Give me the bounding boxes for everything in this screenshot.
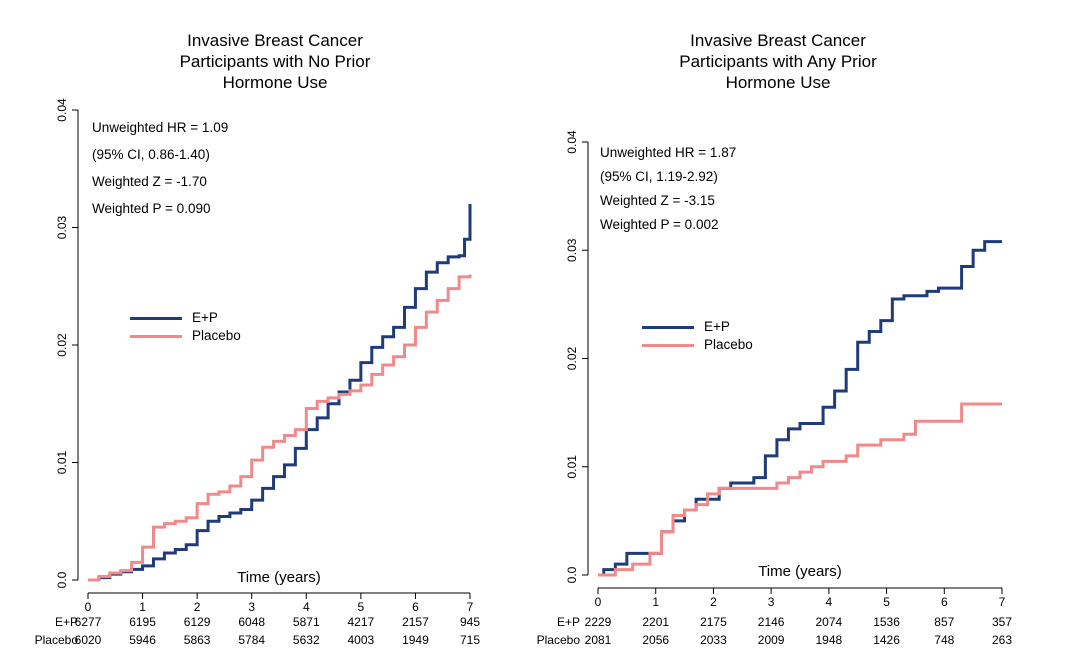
legend-swatch <box>642 343 694 347</box>
at-risk-row-label: Placebo <box>536 633 580 647</box>
y-tick-label: 0.01 <box>565 455 579 479</box>
x-tick-label: 3 <box>768 595 775 609</box>
stat-annotation: Unweighted HR = 1.09 <box>92 120 229 135</box>
at-risk-value: 857 <box>934 615 955 629</box>
at-risk-value: 2009 <box>757 633 785 647</box>
x-tick-label: 1 <box>139 600 146 614</box>
at-risk-value: 748 <box>934 633 955 647</box>
legend-swatch <box>642 325 694 329</box>
legend-item: E+P <box>130 310 218 326</box>
y-tick-label: 0.0 <box>55 571 69 588</box>
y-tick-label: 0.0 <box>565 566 579 583</box>
stat-annotation: Weighted Z = -1.70 <box>92 174 207 189</box>
x-tick-label: 6 <box>412 600 419 614</box>
y-tick-label: 0.03 <box>55 215 69 239</box>
at-risk-value: 5863 <box>183 633 211 647</box>
at-risk-value: 2157 <box>402 615 429 629</box>
at-risk-row-label: Placebo <box>34 633 78 647</box>
at-risk-value: 2229 <box>584 615 612 629</box>
at-risk-value: 357 <box>991 615 1013 629</box>
at-risk-value: 5632 <box>292 633 320 647</box>
at-risk-value: 263 <box>991 633 1013 647</box>
x-tick-label: 5 <box>358 600 365 614</box>
legend-label: E+P <box>192 310 218 325</box>
y-tick-label: 0.04 <box>565 130 579 154</box>
at-risk-value: 6129 <box>183 615 211 629</box>
at-risk-value: 1426 <box>873 633 900 647</box>
stat-annotation: Weighted P = 0.090 <box>92 201 211 216</box>
at-risk-value: 5871 <box>292 615 320 629</box>
at-risk-value: 1948 <box>815 633 843 647</box>
legend-item: Placebo <box>642 337 753 353</box>
y-tick-label: 0.02 <box>55 333 69 357</box>
at-risk-value: 945 <box>459 615 481 629</box>
y-tick-label: 0.02 <box>565 346 579 370</box>
x-tick-label: 6 <box>941 595 948 609</box>
stat-annotation: Weighted P = 0.002 <box>600 217 719 232</box>
at-risk-value: 1949 <box>402 633 429 647</box>
x-tick-label: 7 <box>999 595 1006 609</box>
at-risk-value: 2081 <box>584 633 612 647</box>
x-tick-label: 5 <box>883 595 890 609</box>
at-risk-value: 2074 <box>815 615 843 629</box>
x-tick-label: 2 <box>710 595 717 609</box>
legend-label: Placebo <box>704 337 753 352</box>
at-risk-value: 6277 <box>74 615 102 629</box>
stat-annotation: (95% CI, 0.86-1.40) <box>92 147 210 162</box>
chart-title: Invasive Breast Cancer Participants with… <box>679 31 877 92</box>
series-line-placebo <box>598 402 1002 577</box>
at-risk-row-label: E+P <box>54 615 78 629</box>
x-tick-label: 1 <box>652 595 659 609</box>
x-tick-label: 4 <box>826 595 833 609</box>
y-tick-label: 0.04 <box>55 98 69 122</box>
series-line-e-p <box>598 240 1002 577</box>
legend-label: E+P <box>704 319 730 334</box>
y-tick-label: 0.03 <box>565 238 579 262</box>
stat-annotation: Weighted Z = -3.15 <box>600 193 715 208</box>
series-line-placebo <box>88 274 472 582</box>
at-risk-value: 6195 <box>129 615 156 629</box>
at-risk-value: 5784 <box>238 633 266 647</box>
at-risk-row-label: E+P <box>556 615 580 629</box>
at-risk-value: 6020 <box>74 633 102 647</box>
at-risk-value: 2175 <box>700 615 727 629</box>
series-line-e-p <box>88 204 472 582</box>
y-tick-label: 0.01 <box>55 450 69 474</box>
stat-annotation: Unweighted HR = 1.87 <box>600 145 737 160</box>
at-risk-value: 715 <box>459 633 481 647</box>
legend-item: E+P <box>642 319 730 335</box>
x-axis-label: Time (years) <box>758 563 842 580</box>
x-tick-label: 0 <box>85 600 92 614</box>
at-risk-value: 4217 <box>347 615 375 629</box>
legend-swatch <box>130 316 182 320</box>
legend-swatch <box>130 334 182 338</box>
at-risk-value: 6048 <box>238 615 266 629</box>
at-risk-value: 2056 <box>642 633 670 647</box>
at-risk-value: 4003 <box>347 633 375 647</box>
legend-item: Placebo <box>130 328 241 344</box>
x-tick-label: 3 <box>248 600 255 614</box>
x-tick-label: 0 <box>595 595 602 609</box>
at-risk-value: 1536 <box>873 615 900 629</box>
at-risk-value: 2033 <box>700 633 727 647</box>
chart-title: Invasive Breast Cancer Participants with… <box>179 31 371 92</box>
x-axis-label: Time (years) <box>237 569 321 586</box>
x-tick-label: 2 <box>194 600 201 614</box>
stat-annotation: (95% CI, 1.19-2.92) <box>600 169 718 184</box>
x-tick-label: 4 <box>303 600 310 614</box>
at-risk-value: 5946 <box>129 633 156 647</box>
legend-label: Placebo <box>192 328 241 343</box>
x-tick-label: 7 <box>467 600 474 614</box>
at-risk-value: 2201 <box>642 615 670 629</box>
at-risk-value: 2146 <box>757 615 785 629</box>
